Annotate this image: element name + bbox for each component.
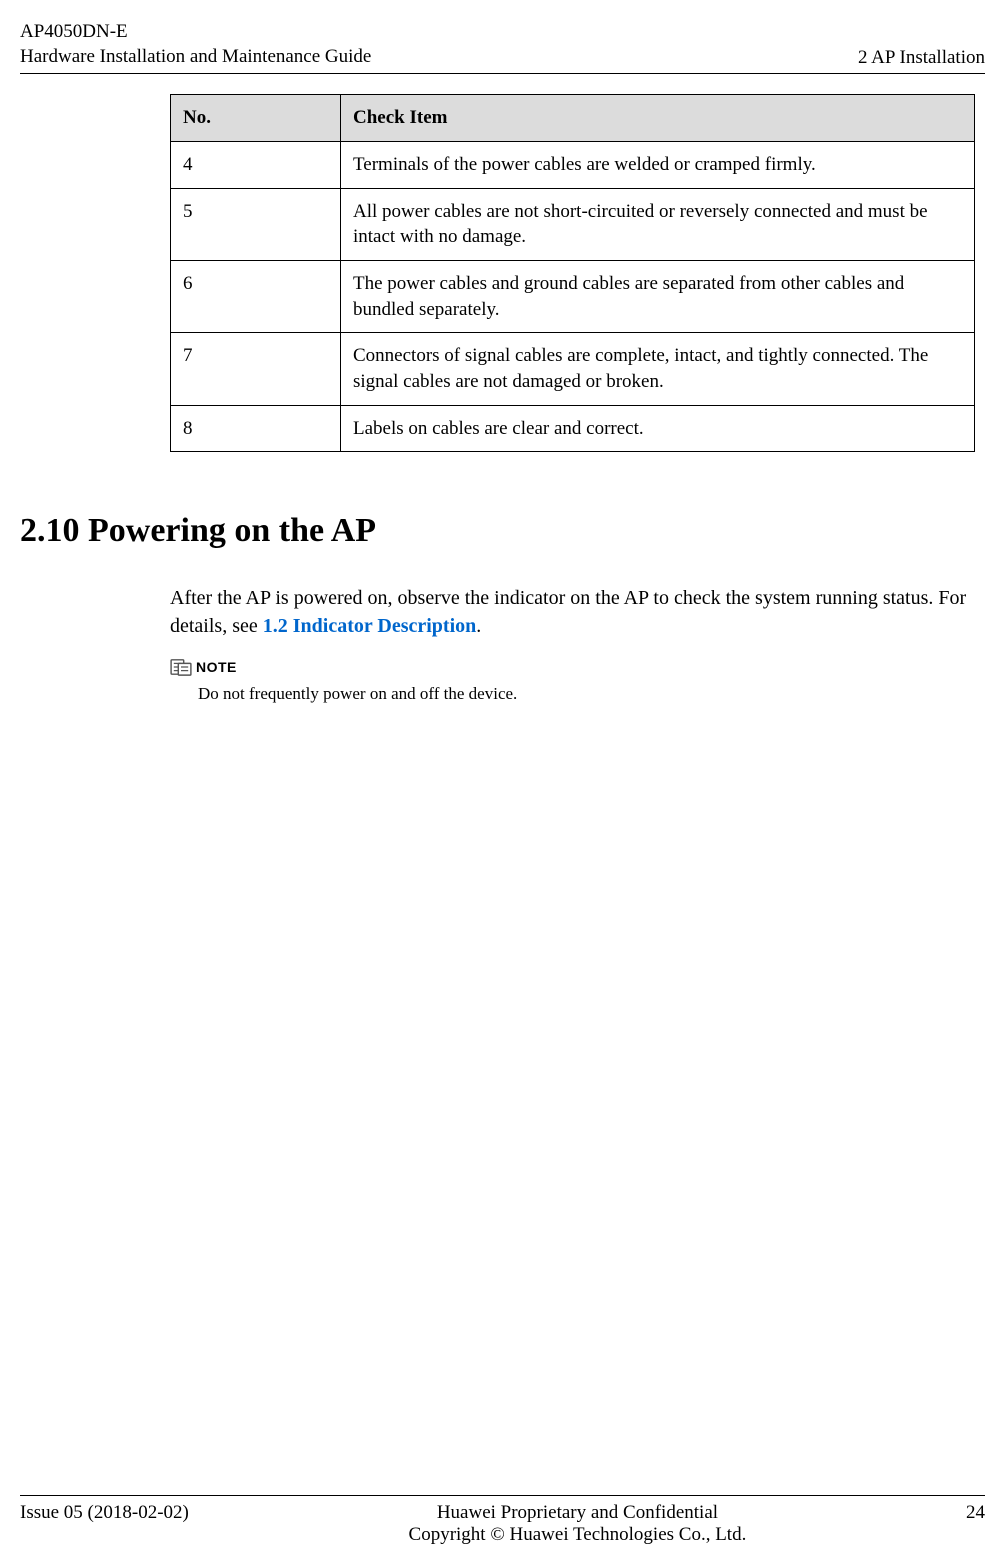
footer-line1: Huawei Proprietary and Confidential: [189, 1502, 966, 1524]
note-block: NOTE Do not frequently power on and off …: [170, 658, 975, 704]
table-row: 6 The power cables and ground cables are…: [171, 260, 975, 332]
cell-item: The power cables and ground cables are s…: [341, 260, 975, 332]
note-label: NOTE: [196, 659, 237, 675]
footer-line2: Copyright © Huawei Technologies Co., Ltd…: [189, 1524, 966, 1546]
cell-item: All power cables are not short-circuited…: [341, 188, 975, 260]
section-heading: 2.10 Powering on the AP: [20, 512, 975, 550]
cell-item: Connectors of signal cables are complete…: [341, 333, 975, 405]
guide-name: Hardware Installation and Maintenance Gu…: [20, 45, 371, 70]
footer-page: 24: [966, 1502, 985, 1524]
table-row: 8 Labels on cables are clear and correct…: [171, 405, 975, 452]
note-text: Do not frequently power on and off the d…: [170, 684, 975, 704]
cell-no: 8: [171, 405, 341, 452]
cell-no: 4: [171, 142, 341, 189]
cell-no: 7: [171, 333, 341, 405]
section-body: After the AP is powered on, observe the …: [170, 584, 975, 640]
check-item-table: No. Check Item 4 Terminals of the power …: [170, 94, 975, 452]
cell-no: 5: [171, 188, 341, 260]
table-row: 4 Terminals of the power cables are weld…: [171, 142, 975, 189]
table-row: 7 Connectors of signal cables are comple…: [171, 333, 975, 405]
table-header-row: No. Check Item: [171, 95, 975, 142]
footer-center: Huawei Proprietary and Confidential Copy…: [189, 1502, 966, 1546]
page-footer: Issue 05 (2018-02-02) Huawei Proprietary…: [20, 1495, 985, 1546]
cell-no: 6: [171, 260, 341, 332]
table-row: 5 All power cables are not short-circuit…: [171, 188, 975, 260]
product-name: AP4050DN-E: [20, 20, 371, 45]
indicator-description-link[interactable]: 1.2 Indicator Description: [263, 615, 477, 637]
cell-item: Labels on cables are clear and correct.: [341, 405, 975, 452]
page-content: No. Check Item 4 Terminals of the power …: [20, 94, 985, 704]
body-post: .: [476, 615, 481, 637]
chapter-label: 2 AP Installation: [858, 47, 985, 69]
footer-issue: Issue 05 (2018-02-02): [20, 1502, 189, 1524]
note-icon: [170, 658, 192, 676]
col-header-item: Check Item: [341, 95, 975, 142]
col-header-no: No.: [171, 95, 341, 142]
note-header: NOTE: [170, 658, 975, 676]
header-left: AP4050DN-E Hardware Installation and Mai…: [20, 20, 371, 69]
page-header: AP4050DN-E Hardware Installation and Mai…: [20, 20, 985, 74]
cell-item: Terminals of the power cables are welded…: [341, 142, 975, 189]
